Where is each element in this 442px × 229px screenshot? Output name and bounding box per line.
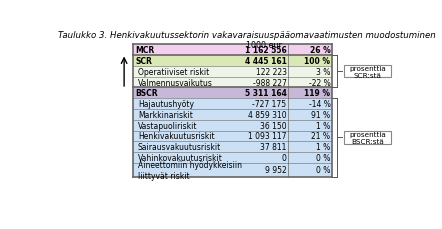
Bar [133,67,332,77]
Bar [133,131,332,142]
Text: 1 093 117: 1 093 117 [248,132,286,141]
Text: -988 227: -988 227 [253,78,286,87]
Text: 3 %: 3 % [316,68,331,76]
Text: 4 859 310: 4 859 310 [248,110,286,119]
Text: Sairausvakuutusriskit: Sairausvakuutusriskit [138,143,221,152]
Text: 91 %: 91 % [311,110,331,119]
Bar [133,163,332,177]
Text: MCR: MCR [136,46,155,55]
Text: 5 311 164: 5 311 164 [245,89,286,98]
Bar [133,45,332,56]
Text: Hajautushyöty: Hajautushyöty [138,100,194,109]
Bar [133,120,332,131]
Text: 1 %: 1 % [316,143,331,152]
Text: 122 223: 122 223 [255,68,286,76]
Text: 26 %: 26 % [310,46,331,55]
Text: 4 445 161: 4 445 161 [245,57,286,66]
Bar [133,153,332,163]
Text: 0: 0 [282,153,286,162]
Text: prosenttia
BSCR:stä: prosenttia BSCR:stä [349,131,386,144]
Text: Taulukko 3. Henkivakuutussektorin vakavaraisuuspääomavaatimusten muodostuminen: Taulukko 3. Henkivakuutussektorin vakava… [58,31,436,40]
Text: Vahinkovakuutusriskit: Vahinkovakuutusriskit [138,153,223,162]
Text: 0 %: 0 % [316,166,331,174]
Text: -727 175: -727 175 [252,100,286,109]
Text: -22 %: -22 % [309,78,331,87]
Text: Vastapuoliriskit: Vastapuoliriskit [138,121,198,130]
Text: 1000 eur: 1000 eur [246,41,282,50]
Text: Operatiiviset riskit: Operatiiviset riskit [138,68,209,76]
Bar [133,56,332,67]
Text: 119 %: 119 % [305,89,331,98]
Bar [133,109,332,120]
Text: Aineettomiin hyödykkeisiin
liittyvät riskit: Aineettomiin hyödykkeisiin liittyvät ris… [138,161,242,180]
Bar [133,142,332,153]
Text: Markkinariskit: Markkinariskit [138,110,193,119]
Text: 100 %: 100 % [305,57,331,66]
Text: BSCR: BSCR [136,89,158,98]
Bar [133,88,332,99]
Text: prosenttia
SCR:stä: prosenttia SCR:stä [349,65,386,78]
Text: 36 150: 36 150 [260,121,286,130]
Text: -14 %: -14 % [309,100,331,109]
Text: 21 %: 21 % [312,132,331,141]
Text: Henkivakuutusriskit: Henkivakuutusriskit [138,132,215,141]
Text: 1 %: 1 % [316,121,331,130]
Text: 1 162 556: 1 162 556 [245,46,286,55]
Text: 9 952: 9 952 [265,166,286,174]
Text: Valmennusvaikutus: Valmennusvaikutus [138,78,213,87]
Bar [343,66,391,78]
Text: SCR: SCR [136,57,152,66]
Bar [343,132,391,144]
Text: 0 %: 0 % [316,153,331,162]
Text: 37 811: 37 811 [260,143,286,152]
Bar [133,99,332,109]
Bar [133,77,332,88]
